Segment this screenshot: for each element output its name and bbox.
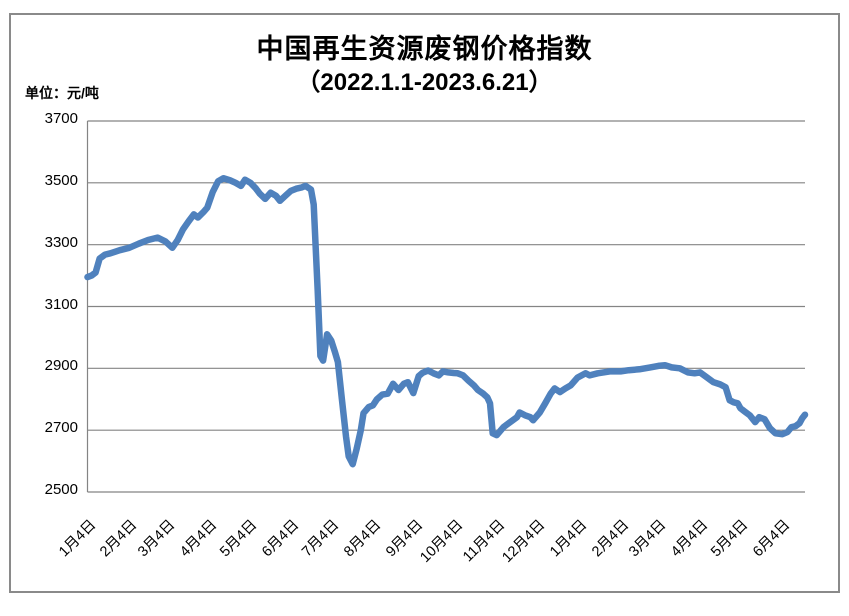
y-axis-tick-label: 3500 (44, 171, 78, 189)
y-axis-tick-label: 3300 (44, 233, 78, 251)
y-axis-tick-label: 3100 (44, 295, 78, 313)
chart-title: 中国再生资源废钢价格指数 (256, 34, 593, 64)
chart-frame (9, 13, 840, 593)
y-axis-tick-label: 2900 (44, 357, 78, 375)
y-axis-tick-label: 3700 (44, 110, 78, 127)
chart-subtitle: （2022.1.1-2023.6.21） (296, 69, 553, 96)
y-axis-tick-label: 2500 (44, 481, 78, 498)
y-axis-tick-label: 2700 (44, 419, 78, 437)
unit-label: 单位：元/吨 (25, 85, 99, 101)
